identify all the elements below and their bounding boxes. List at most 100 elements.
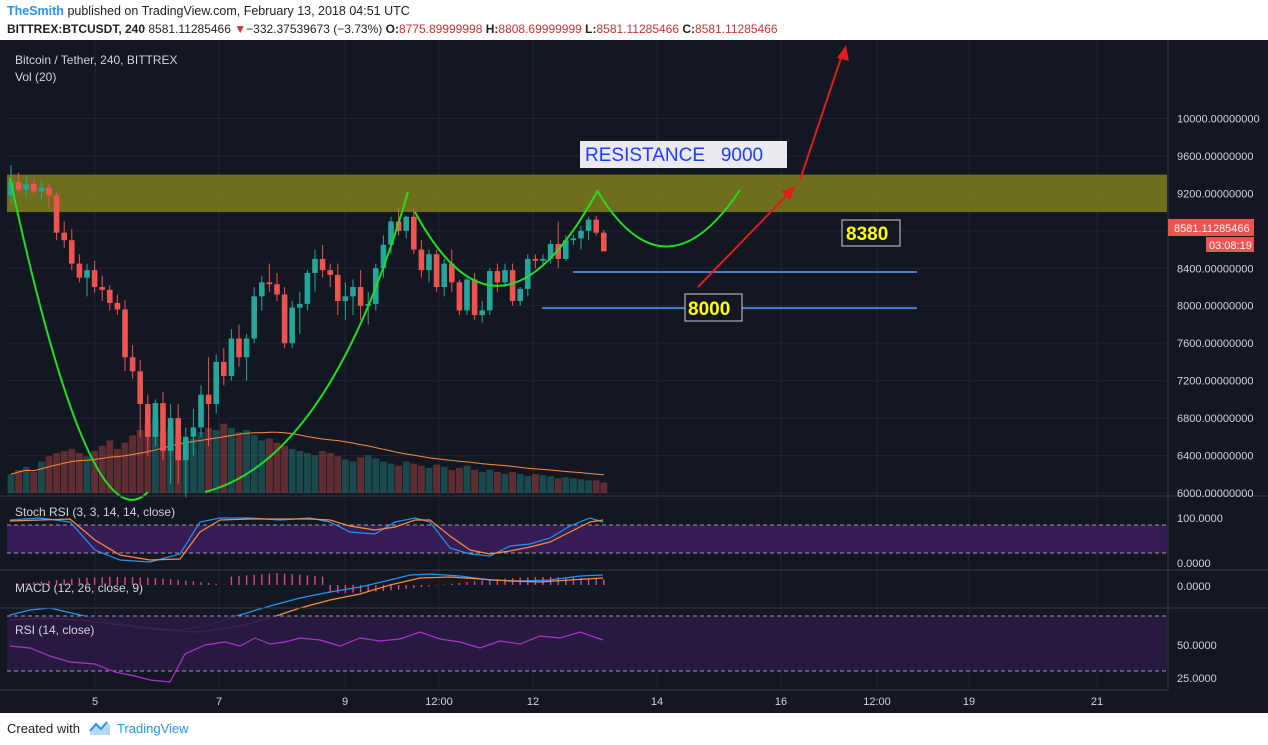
change-arrow-icon: ▼: [234, 22, 247, 36]
symbol-ohlc-line: BITTREX:BTCUSDT, 240 8581.11285466 ▼−332…: [7, 22, 778, 36]
tradingview-brand-link[interactable]: TradingView: [117, 721, 189, 736]
volume-bar: [418, 465, 425, 493]
chart-area[interactable]: RESISTANCE 9000 8380 8000 Bitcoin / Teth…: [0, 40, 1268, 713]
last-price-tag: 8581.11285466 03:08:19: [1168, 219, 1254, 252]
volume-bar: [357, 457, 364, 493]
candle: [190, 408, 197, 456]
target-arrow-lower: [697, 187, 795, 288]
candle: [129, 345, 136, 379]
support-low-label-box: 8000: [684, 293, 743, 322]
target-arrow-upper: [799, 45, 849, 181]
candle: [593, 215, 599, 236]
price-tick-label: 7200.00000000: [1177, 376, 1253, 388]
candle: [76, 254, 83, 283]
price-tick-label: 9200.00000000: [1177, 188, 1253, 200]
time-tick-label: 5: [92, 696, 98, 708]
candle: [464, 277, 470, 316]
stoch-rsi-label: Stoch RSI (3, 3, 14, 14, close): [15, 505, 175, 519]
volume-bar: [456, 467, 463, 493]
publish-header: TheSmith published on TradingView.com, F…: [0, 0, 1268, 40]
candle: [259, 275, 265, 311]
candle: [152, 399, 159, 447]
price-tick-label: 8000.00000000: [1177, 301, 1253, 313]
candle: [411, 207, 417, 255]
candle: [380, 235, 387, 278]
candle: [274, 272, 280, 302]
time-tick-label: 16: [775, 696, 787, 708]
close-label: C:: [682, 22, 696, 36]
candle: [38, 181, 45, 201]
rsi-line: [9, 631, 604, 683]
candle: [46, 184, 52, 208]
candle: [327, 263, 333, 287]
cup-curve-right: [414, 189, 599, 287]
candle: [167, 404, 174, 484]
volume-bar: [91, 451, 98, 493]
price-tick-label: 6800.00000000: [1177, 413, 1253, 425]
candle: [525, 254, 531, 297]
volume-bar: [380, 461, 387, 493]
volume-bar: [547, 476, 554, 493]
candle: [236, 324, 242, 367]
volume-bar: [592, 480, 600, 493]
volume-bar: [570, 478, 577, 493]
candle: [31, 178, 37, 196]
candle: [160, 391, 166, 461]
footer: Created with TradingView: [0, 713, 1268, 745]
candle: [517, 287, 523, 306]
stoch-tick-100: 100.0000: [1177, 513, 1223, 525]
tradingview-logo-icon[interactable]: [88, 719, 112, 742]
time-tick-label: 12:00: [425, 696, 453, 708]
volume-bar: [38, 461, 45, 493]
time-tick-label: 7: [216, 696, 222, 708]
candle: [585, 216, 592, 241]
candle: [502, 263, 508, 287]
candle: [418, 240, 425, 278]
candle: [342, 282, 349, 320]
price-change: −332.37539673 (−3.73%): [246, 22, 383, 36]
volume-bar: [448, 469, 456, 493]
volume-bar: [159, 432, 167, 493]
volume-bar: [136, 430, 144, 493]
last-price-label: 8581.11285466: [1174, 223, 1250, 235]
volume-bar: [516, 474, 524, 493]
chart-canvas[interactable]: RESISTANCE 9000 8380 8000 Bitcoin / Teth…: [0, 40, 1268, 713]
candle: [175, 404, 181, 484]
volume-bar: [60, 451, 68, 493]
volume-bar: [532, 474, 539, 493]
volume-bar: [311, 455, 319, 493]
created-with-label: Created with: [7, 721, 80, 736]
publish-info: TheSmith published on TradingView.com, F…: [7, 4, 410, 18]
stoch-rsi-k-line: [9, 517, 604, 563]
volume-bar: [250, 435, 258, 493]
price-axis[interactable]: 10000.00000000 9600.00000000 9200.00000000…: [1177, 113, 1260, 500]
open-value: 8775.89999998: [398, 22, 483, 36]
volume-bar: [228, 427, 235, 493]
volume-bar: [334, 456, 342, 493]
volume-bar: [243, 430, 250, 493]
published-text: published on TradingView.com, February 1…: [67, 4, 410, 18]
candle: [198, 385, 204, 437]
candle: [350, 279, 356, 316]
resistance-label-box: RESISTANCE 9000: [580, 141, 787, 168]
candle: [578, 226, 584, 250]
candle: [228, 329, 235, 381]
volume-bar: [83, 456, 91, 493]
stoch-tick-0: 0.0000: [1177, 558, 1211, 570]
volume-bar: [349, 461, 357, 493]
volume-bar: [372, 458, 380, 493]
time-axis[interactable]: 5 7 9 12:00 12 14 16 12:00 19 21: [92, 696, 1103, 708]
macd-tick-0: 0.0000: [1177, 581, 1211, 593]
volume-bar: [433, 464, 440, 493]
high-value: 8808.69999999: [498, 22, 582, 36]
rsi-label: RSI (14, close): [15, 623, 94, 637]
volume-bar: [425, 467, 433, 493]
volume-bar: [471, 469, 478, 493]
macd-label: MACD (12, 26, close, 9): [15, 581, 143, 595]
volume-bar: [539, 475, 547, 493]
candle: [23, 174, 29, 199]
cup-curve-left: [9, 177, 409, 501]
candle: [509, 263, 516, 306]
volume-bar: [220, 423, 228, 493]
author-name[interactable]: TheSmith: [7, 4, 64, 18]
